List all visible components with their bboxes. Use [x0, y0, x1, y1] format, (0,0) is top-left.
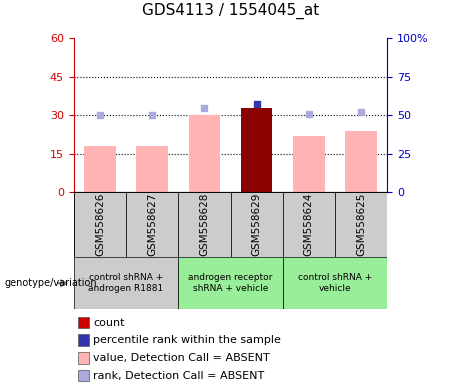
Bar — [78, 370, 89, 381]
Bar — [230, 192, 283, 257]
Bar — [74, 257, 178, 309]
Text: count: count — [93, 318, 124, 328]
Bar — [178, 257, 283, 309]
Text: GSM558629: GSM558629 — [252, 193, 262, 257]
Text: GSM558628: GSM558628 — [199, 193, 209, 257]
Text: GSM558624: GSM558624 — [304, 193, 314, 257]
Bar — [293, 136, 325, 192]
Bar — [283, 192, 335, 257]
Bar — [335, 192, 387, 257]
Text: GSM558626: GSM558626 — [95, 193, 105, 257]
Text: genotype/variation: genotype/variation — [5, 278, 97, 288]
Bar — [178, 192, 230, 257]
Bar — [241, 108, 272, 192]
Bar — [189, 115, 220, 192]
Bar — [74, 192, 126, 257]
Bar — [345, 131, 377, 192]
Text: control shRNA +
androgen R1881: control shRNA + androgen R1881 — [89, 273, 164, 293]
Bar — [126, 192, 178, 257]
Bar — [136, 146, 168, 192]
Text: percentile rank within the sample: percentile rank within the sample — [93, 335, 281, 345]
Text: GSM558625: GSM558625 — [356, 193, 366, 257]
Text: value, Detection Call = ABSENT: value, Detection Call = ABSENT — [93, 353, 270, 363]
Text: androgen receptor
shRNA + vehicle: androgen receptor shRNA + vehicle — [188, 273, 273, 293]
Bar — [84, 146, 116, 192]
Bar — [78, 352, 89, 364]
Text: rank, Detection Call = ABSENT: rank, Detection Call = ABSENT — [93, 371, 264, 381]
Text: GDS4113 / 1554045_at: GDS4113 / 1554045_at — [142, 3, 319, 19]
Text: control shRNA +
vehicle: control shRNA + vehicle — [298, 273, 372, 293]
Bar — [283, 257, 387, 309]
Text: GSM558627: GSM558627 — [147, 193, 157, 257]
Bar — [78, 334, 89, 346]
Bar — [78, 317, 89, 328]
